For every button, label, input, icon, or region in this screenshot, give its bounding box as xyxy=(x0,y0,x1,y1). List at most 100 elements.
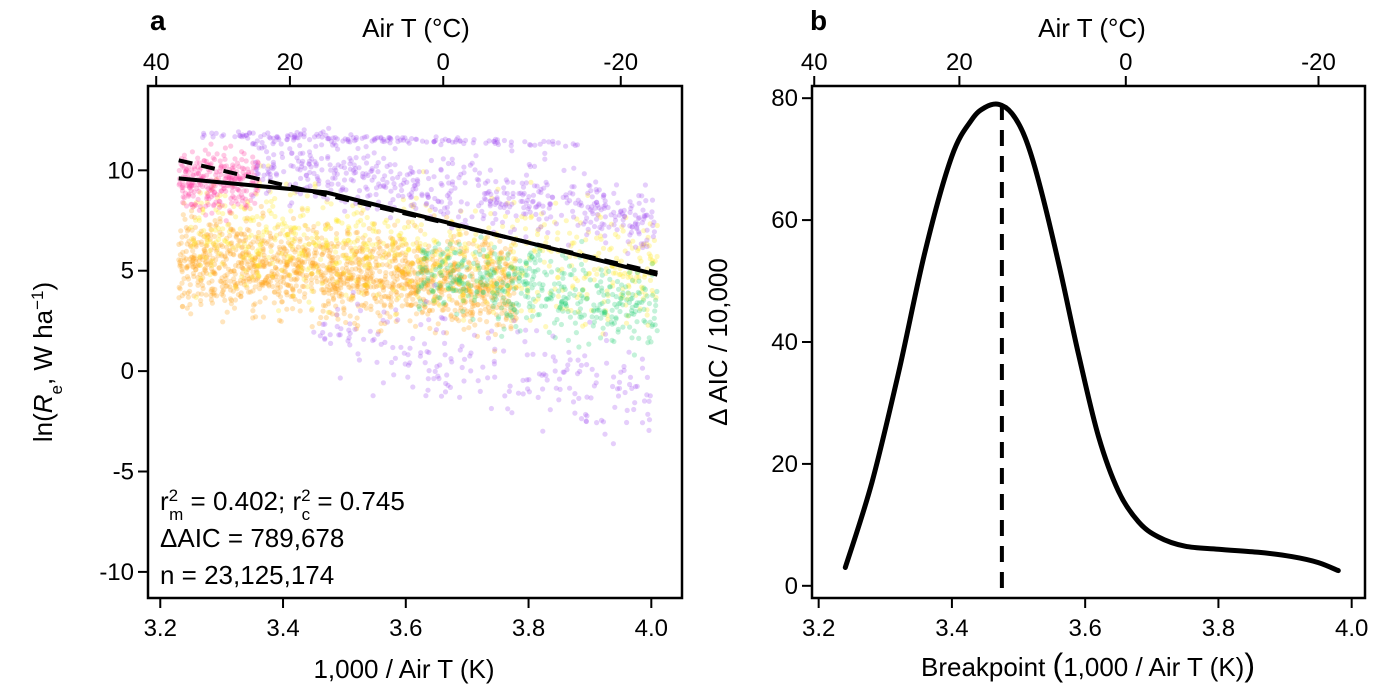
scatter-point xyxy=(319,167,325,173)
scatter-point xyxy=(204,199,210,206)
scatter-point xyxy=(578,416,585,422)
scatter-point xyxy=(344,228,350,234)
scatter-point xyxy=(282,246,288,252)
scatter-point xyxy=(324,221,330,227)
scatter-point xyxy=(415,288,421,295)
scatter-point xyxy=(383,217,390,223)
scatter-point xyxy=(474,289,480,295)
scatter-point xyxy=(392,278,398,285)
scatter-point xyxy=(508,278,515,284)
scatter-point xyxy=(631,352,638,358)
scatter-point xyxy=(377,313,383,319)
scatter-point xyxy=(628,205,634,212)
scatter-point xyxy=(420,296,427,302)
scatter-point xyxy=(550,354,556,360)
scatter-point xyxy=(347,260,354,266)
scatter-point xyxy=(284,231,290,238)
scatter-point xyxy=(260,245,266,251)
scatter-point xyxy=(408,194,414,200)
scatter-point xyxy=(184,265,190,271)
scatter-point xyxy=(430,277,436,283)
scatter-point xyxy=(503,201,509,207)
scatter-point xyxy=(429,273,436,279)
scatter-point xyxy=(463,284,469,290)
scatter-point xyxy=(313,231,319,237)
scatter-point xyxy=(502,246,508,252)
scatter-point xyxy=(290,306,296,312)
scatter-point xyxy=(471,282,477,288)
scatter-point xyxy=(285,258,291,264)
scatter-point xyxy=(198,231,204,237)
scatter-point xyxy=(339,266,346,272)
scatter-point xyxy=(635,289,641,295)
scatter-point xyxy=(523,260,529,266)
scatter-point xyxy=(502,301,508,307)
scatter-point xyxy=(227,268,233,275)
scatter-point xyxy=(303,272,310,279)
scatter-point xyxy=(412,279,418,285)
scatter-point xyxy=(486,225,492,231)
scatter-point xyxy=(271,271,277,277)
scatter-point xyxy=(495,186,501,192)
scatter-point xyxy=(467,289,473,295)
scatter-point xyxy=(569,263,575,269)
scatter-point xyxy=(183,248,189,254)
scatter-point xyxy=(608,212,614,218)
scatter-point xyxy=(211,240,217,247)
scatter-point xyxy=(244,166,251,172)
scatter-point xyxy=(319,251,325,257)
scatter-point xyxy=(231,245,237,251)
panel-b-top-axis: 40 20 0 -20 xyxy=(801,49,1336,86)
top-tick-label: 0 xyxy=(1119,49,1132,76)
scatter-point xyxy=(297,308,303,314)
scatter-point xyxy=(362,242,368,248)
scatter-point xyxy=(643,198,649,204)
scatter-point xyxy=(204,235,210,241)
scatter-point xyxy=(540,386,546,392)
scatter-point xyxy=(197,204,204,210)
scatter-point xyxy=(418,228,424,234)
scatter-point xyxy=(229,243,235,250)
scatter-point xyxy=(354,279,360,285)
scatter-point xyxy=(328,258,334,264)
scatter-point xyxy=(649,261,656,267)
scatter-point xyxy=(575,357,581,363)
scatter-point xyxy=(566,263,573,269)
y-tick-label: 40 xyxy=(771,329,798,356)
scatter-point xyxy=(188,224,194,230)
scatter-point xyxy=(482,235,488,241)
scatter-point xyxy=(319,287,325,293)
scatter-point xyxy=(295,135,301,141)
scatter-point xyxy=(523,327,529,333)
scatter-point xyxy=(269,242,275,248)
scatter-point xyxy=(616,212,623,218)
scatter-point xyxy=(512,242,519,248)
scatter-point xyxy=(504,263,510,269)
x-tick-label: 3.4 xyxy=(935,615,968,642)
scatter-point xyxy=(441,303,447,309)
scatter-point xyxy=(349,266,355,272)
scatter-point xyxy=(389,236,395,242)
scatter-point xyxy=(437,247,443,253)
panel-a-y-axis-title: ln(Re, W ha−1) xyxy=(28,282,66,442)
scatter-point xyxy=(305,247,311,253)
scatter-point xyxy=(356,281,362,287)
scatter-point xyxy=(297,142,303,149)
scatter-point xyxy=(506,280,512,286)
scatter-point xyxy=(282,268,288,274)
scatter-point xyxy=(200,270,206,276)
scatter-point xyxy=(381,302,388,308)
scatter-point xyxy=(381,249,387,255)
scatter-point xyxy=(241,231,247,237)
scatter-point xyxy=(524,280,530,286)
scatter-point xyxy=(418,257,424,263)
scatter-point xyxy=(540,203,546,209)
scatter-point xyxy=(653,297,659,303)
scatter-point xyxy=(652,308,658,314)
scatter-point xyxy=(338,277,344,283)
scatter-point xyxy=(227,296,234,302)
scatter-point xyxy=(632,400,638,406)
scatter-point xyxy=(380,279,386,285)
scatter-point xyxy=(179,163,185,169)
scatter-point xyxy=(529,213,535,219)
